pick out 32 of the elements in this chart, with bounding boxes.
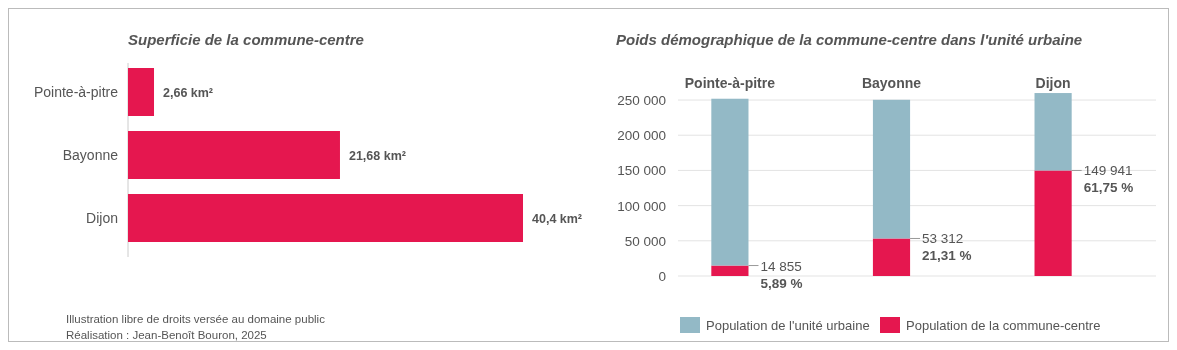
annotation: 61,75 % (1083, 180, 1134, 196)
y-tick-label: Bayonne (62, 147, 119, 163)
y-tick-label: 0 (658, 269, 666, 284)
y-tick-label: 250 000 (617, 93, 666, 109)
data-label: 2,66 km² (163, 86, 214, 100)
x-tick-label: Dijon (1035, 75, 1071, 91)
annotation: 5,89 % (760, 275, 803, 291)
y-tick-label: 100 000 (617, 198, 666, 214)
text: Illustration libre de droits versée au domaine public (66, 313, 326, 325)
annotation: 21,31 % (922, 248, 972, 264)
bar (711, 265, 749, 276)
data-label: 14 855 (760, 258, 802, 274)
data-label: 53 312 (922, 231, 964, 247)
chart-title: Superficie de la commune-centre (128, 31, 364, 48)
legend-label: Population de la commune-centre (906, 318, 1101, 333)
data-label: 149 941 (1083, 163, 1133, 179)
y-tick-label: 150 000 (617, 163, 666, 179)
bar (872, 99, 911, 239)
chart-title: Poids démographique de la commune-centre dans l'unité urbaine (616, 31, 1083, 48)
bar (711, 98, 749, 266)
data-label: 21,68 km² (348, 149, 406, 163)
bar (1034, 170, 1072, 276)
y-tick-label: 200 000 (617, 128, 666, 144)
bar (872, 238, 911, 276)
y-tick-label: 50 000 (624, 233, 666, 249)
x-tick-label: Bayonne (861, 75, 922, 91)
legend-label: Population de l'unité urbaine (706, 318, 870, 333)
y-tick-label: Dijon (86, 210, 118, 226)
data-label: 40,4 km² (532, 212, 583, 226)
x-tick-label: Pointe-à-pitre (684, 75, 776, 91)
text: Réalisation : Jean-Benoît Bouron, 2025 (66, 329, 267, 341)
bar (1034, 93, 1072, 171)
